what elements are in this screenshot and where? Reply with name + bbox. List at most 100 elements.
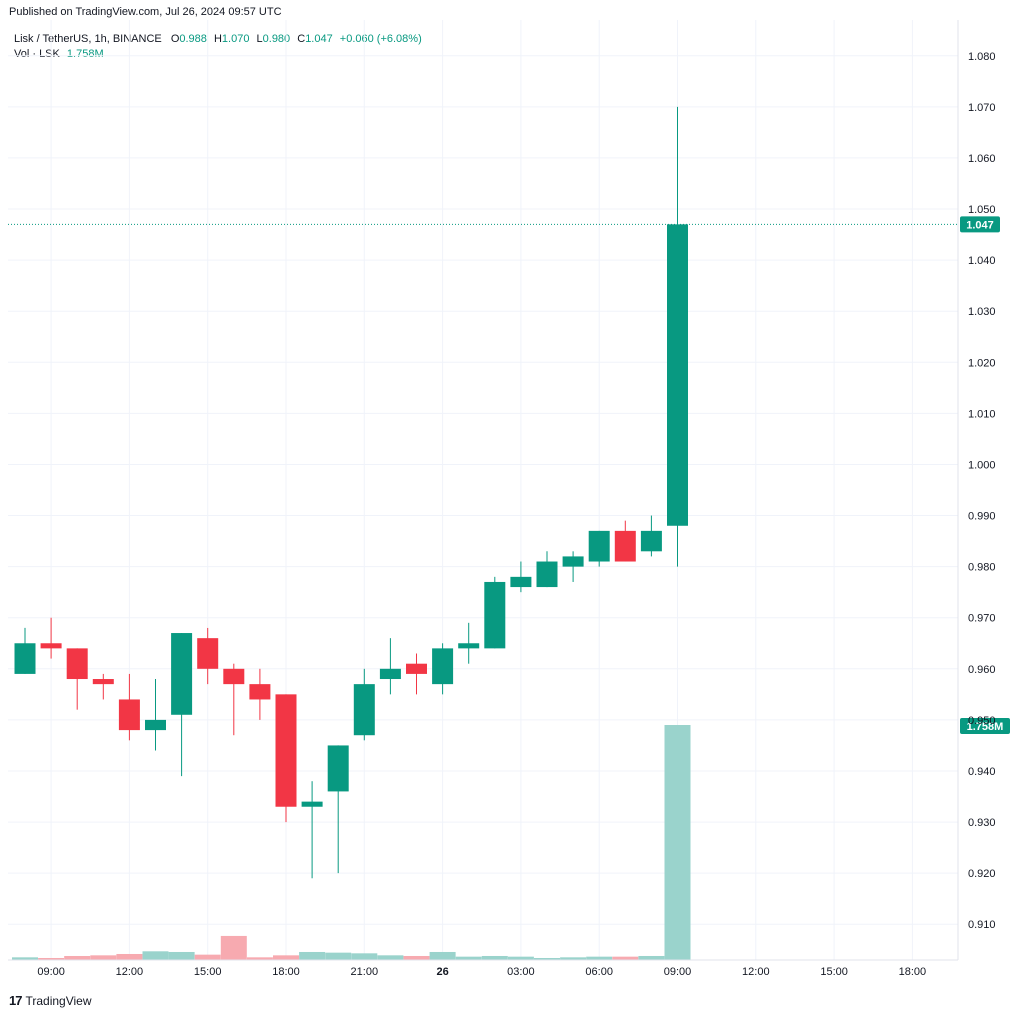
candle-body (640, 530, 662, 552)
candle-body (484, 581, 506, 649)
candle-body (66, 648, 88, 680)
price-tick-label: 0.960 (968, 664, 996, 676)
time-tick-label: 12:00 (116, 966, 144, 978)
price-tick-label: 0.950 (968, 715, 996, 727)
candle-body (458, 643, 480, 649)
change-value: +0.060 (+6.08%) (339, 33, 422, 45)
tradingview-logo-icon: 17 (9, 993, 23, 1008)
time-tick-label: 03:00 (507, 966, 535, 978)
volume-bars (12, 725, 691, 960)
brand-name: TradingView (25, 993, 92, 1008)
candle-body (667, 224, 688, 526)
low-value: 0.980 (262, 33, 291, 45)
candle-body (614, 530, 636, 562)
volume-bar (246, 957, 273, 960)
price-tick-label: 1.050 (968, 204, 996, 216)
open-value: 0.988 (179, 33, 207, 45)
price-tick-label: 1.000 (968, 459, 996, 471)
volume-bar (351, 953, 378, 960)
close-label: C (297, 33, 306, 45)
candle-body (40, 643, 62, 649)
volume-bar (299, 951, 326, 960)
volume-bar (64, 955, 91, 960)
candle-body (327, 745, 349, 792)
price-tick-label: 1.040 (968, 255, 996, 267)
volume-bar (377, 955, 404, 960)
candle-body (145, 719, 166, 731)
candle-body (406, 663, 427, 674)
time-tick-label: 18:00 (899, 966, 927, 978)
volume-bar (273, 955, 299, 960)
price-tick-label: 0.920 (968, 868, 996, 880)
high-value: 1.070 (221, 33, 250, 45)
volume-value: 1.758M (66, 48, 104, 60)
candle-body (510, 576, 532, 588)
volume-bar (534, 957, 560, 960)
last-price-line: 1.047 1.758M (8, 216, 1010, 734)
volume-label[interactable]: Vol · LSK (14, 48, 60, 60)
price-tick-label: 0.990 (968, 511, 996, 523)
volume-bar (560, 957, 587, 960)
volume-bar (455, 956, 482, 960)
volume-bar (586, 956, 613, 960)
price-tick-label: 0.970 (968, 613, 996, 625)
volume-bar (12, 957, 38, 960)
grid (8, 20, 958, 960)
candle-body (197, 638, 219, 669)
price-tick-label: 1.060 (968, 153, 996, 165)
price-tick-label: 0.940 (968, 766, 996, 778)
last-price-badge-text: 1.047 (966, 219, 994, 231)
volume-bar (168, 951, 195, 960)
candle-body (353, 684, 375, 736)
volume-bar (429, 951, 456, 960)
time-tick-label: 15:00 (194, 966, 222, 978)
time-tick-label: 15:00 (820, 966, 848, 978)
low-label: L (256, 33, 263, 45)
volume-bar (116, 953, 143, 960)
last-volume-badge-text: 1.758M (967, 721, 1004, 733)
volume-bar (194, 954, 221, 960)
tradingview-brand[interactable]: 17 TradingView (9, 993, 92, 1008)
time-tick-label: 12:00 (742, 966, 770, 978)
candles (14, 106, 688, 879)
volume-bar (142, 951, 169, 960)
volume-legend-row: Vol · LSK 1.758M (14, 47, 422, 62)
close-value: 1.047 (305, 33, 333, 45)
candle-body (588, 530, 610, 562)
price-tick-label: 1.010 (968, 408, 996, 420)
volume-bar (403, 955, 430, 960)
time-tick-label: 21:00 (351, 966, 379, 978)
time-axis[interactable]: 09:00 12:00 15:00 18:00 21:00 26 03:00 06:00 09:… (8, 959, 958, 978)
candle-body (301, 801, 323, 807)
last-price-badge (960, 216, 1000, 233)
volume-bar (638, 955, 665, 960)
candle-body (536, 561, 558, 588)
volume-bar (38, 957, 65, 960)
time-tick-label: 26 (436, 966, 448, 978)
candle-body (249, 684, 271, 700)
price-axis[interactable]: 1.080 1.070 1.060 1.050 1.040 1.030 1.020 1.010… (957, 20, 996, 960)
last-volume-badge (960, 718, 1010, 734)
candle-body (14, 643, 36, 674)
candle-body (223, 668, 245, 685)
volume-bar (90, 955, 117, 960)
time-tick-label: 06:00 (585, 966, 613, 978)
candle-body (379, 668, 401, 680)
time-tick-label: 09:00 (37, 966, 65, 978)
published-caption: Published on TradingView.com, Jul 26, 20… (9, 6, 282, 18)
high-label: H (213, 33, 222, 45)
candle-body (432, 648, 454, 685)
price-tick-label: 0.980 (968, 562, 996, 574)
price-tick-label: 0.930 (968, 817, 996, 829)
time-tick-label: 18:00 (272, 966, 300, 978)
candle-body (562, 556, 584, 567)
price-tick-label: 1.070 (968, 102, 996, 114)
open-label: O (170, 33, 180, 45)
volume-bar (220, 935, 247, 960)
candle-body (92, 679, 114, 685)
time-tick-label: 09:00 (664, 966, 692, 978)
price-tick-label: 1.030 (968, 306, 996, 318)
price-tick-label: 1.080 (968, 51, 996, 63)
price-tick-label: 0.910 (968, 919, 996, 931)
